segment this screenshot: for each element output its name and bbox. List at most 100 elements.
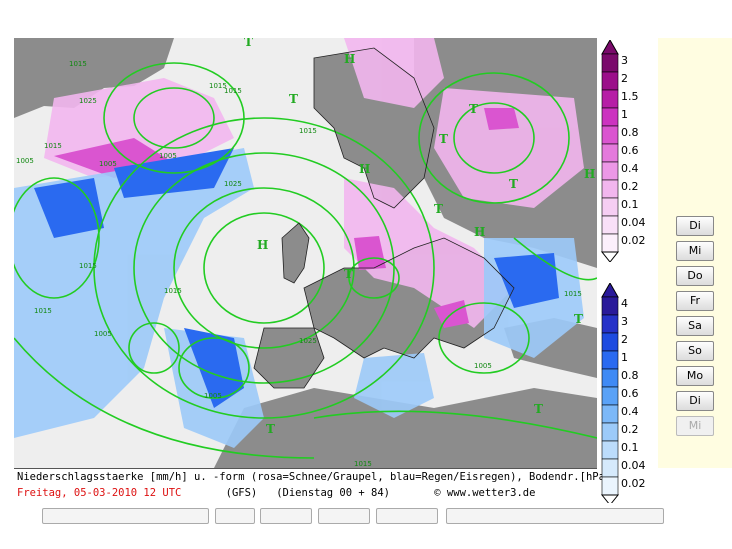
control-group[interactable] xyxy=(446,508,664,524)
rain-legend-label: 0.4 xyxy=(621,405,639,418)
control-button[interactable] xyxy=(318,508,370,524)
snow-legend-swatch xyxy=(601,215,619,235)
weather-map: H H H H H T T T T T T T T T T 1015 1015 … xyxy=(14,38,597,468)
snow-legend-swatch xyxy=(601,143,619,163)
svg-text:1005: 1005 xyxy=(159,152,177,160)
bottom-controls xyxy=(0,503,732,549)
svg-text:1005: 1005 xyxy=(94,330,112,338)
rain-legend-label: 4 xyxy=(621,297,628,310)
snow-legend-swatch xyxy=(601,233,619,253)
rain-legend-swatch xyxy=(601,422,619,442)
snow-legend-swatch xyxy=(601,107,619,127)
svg-text:1015: 1015 xyxy=(79,262,97,270)
low-center: T xyxy=(344,267,353,281)
rain-legend-label: 0.04 xyxy=(621,459,646,472)
day-button-fr[interactable]: Fr xyxy=(676,291,714,311)
rain-legend-top-arrow xyxy=(601,283,619,298)
control-button[interactable] xyxy=(215,508,255,524)
svg-text:1015: 1015 xyxy=(224,87,242,95)
svg-text:1015: 1015 xyxy=(299,127,317,135)
snow-legend-bottom-arrow xyxy=(600,251,620,262)
day-button-sa[interactable]: Sa xyxy=(676,316,714,336)
svg-text:1015: 1015 xyxy=(354,460,372,468)
rain-legend: 4 3 2 1 0.8 0.6 0.4 0.2 0.1 0.04 0.02 xyxy=(599,283,655,505)
low-center: T xyxy=(266,422,275,436)
snow-legend-label: 0.02 xyxy=(621,234,646,247)
snow-legend-label: 0.04 xyxy=(621,216,646,229)
rain-legend-swatch xyxy=(601,386,619,406)
day-button-so[interactable]: So xyxy=(676,341,714,361)
rain-legend-swatch xyxy=(601,458,619,478)
low-center: T xyxy=(434,202,443,216)
rain-legend-swatch xyxy=(601,368,619,388)
svg-text:1025: 1025 xyxy=(224,180,242,188)
svg-text:1025: 1025 xyxy=(299,337,317,345)
low-center: T xyxy=(289,92,298,106)
control-button[interactable] xyxy=(260,508,312,524)
high-center: H xyxy=(344,52,355,66)
svg-text:1025: 1025 xyxy=(79,97,97,105)
snow-legend-top-arrow xyxy=(601,40,619,55)
day-button-mo[interactable]: Mo xyxy=(676,366,714,386)
caption-description: Niederschlagsstaerke [mm/h] u. -form (ro… xyxy=(17,471,612,483)
svg-text:1015: 1015 xyxy=(69,60,87,68)
day-button-mi[interactable]: Mi xyxy=(676,241,714,261)
rain-legend-swatch xyxy=(601,440,619,460)
snow-legend-swatch xyxy=(601,53,619,73)
snow-legend-swatch xyxy=(601,197,619,217)
snow-legend-swatch xyxy=(601,161,619,181)
rain-legend-label: 0.2 xyxy=(621,423,639,436)
svg-text:1005: 1005 xyxy=(99,160,117,168)
snow-legend-swatch xyxy=(601,125,619,145)
rain-legend-bottom-arrow xyxy=(600,494,620,505)
rain-legend-swatch xyxy=(601,296,619,316)
snow-legend-label: 0.6 xyxy=(621,144,639,157)
svg-text:1005: 1005 xyxy=(16,157,34,165)
rain-legend-swatch xyxy=(601,314,619,334)
svg-text:1015: 1015 xyxy=(209,82,227,90)
low-center: T xyxy=(534,402,543,416)
snow-legend-label: 3 xyxy=(621,54,628,67)
svg-text:1015: 1015 xyxy=(564,290,582,298)
snow-legend-swatch xyxy=(601,179,619,199)
rain-legend-label: 0.6 xyxy=(621,387,639,400)
caption-meta: Freitag, 05-03-2010 12 UTC (GFS) (Dienst… xyxy=(17,487,535,499)
low-center: T xyxy=(244,38,253,49)
isobar-labels: 1015 1015 1015 1025 1005 1015 1005 1005 … xyxy=(16,60,582,468)
rain-legend-label: 0.02 xyxy=(621,477,646,490)
high-center: H xyxy=(359,162,370,176)
day-button-do[interactable]: Do xyxy=(676,266,714,286)
high-center: H xyxy=(584,167,595,181)
rain-legend-swatch xyxy=(601,476,619,496)
map-caption: Niederschlagsstaerke [mm/h] u. -form (ro… xyxy=(14,468,611,503)
rain-legend-swatch xyxy=(601,332,619,352)
snow-legend-label: 0.4 xyxy=(621,162,639,175)
snow-legend-swatch xyxy=(601,71,619,91)
copyright: © www.wetter3.de xyxy=(434,487,536,499)
snow-legend-label: 0.2 xyxy=(621,180,639,193)
snow-legend-label: 0.8 xyxy=(621,126,639,139)
forecast-date: Freitag, 05-03-2010 12 UTC xyxy=(17,487,182,499)
snow-legend-label: 1 xyxy=(621,108,628,121)
svg-text:1005: 1005 xyxy=(474,362,492,370)
snow-legend-swatch xyxy=(601,89,619,109)
isobars xyxy=(14,62,597,459)
select-control[interactable] xyxy=(42,508,209,524)
rain-legend-colorbar xyxy=(600,283,620,505)
low-center: T xyxy=(469,102,478,116)
rain-legend-label: 0.8 xyxy=(621,369,639,382)
day-button-di[interactable]: Di xyxy=(676,391,714,411)
high-center: H xyxy=(474,225,485,239)
day-navigation-panel: Di Mi Do Fr Sa So Mo Di Mi xyxy=(658,38,732,468)
snow-legend-colorbar xyxy=(600,40,620,262)
pressure-centers: H H H H H T T T T T T T T T T xyxy=(244,38,595,436)
snow-legend-label: 0.1 xyxy=(621,198,639,211)
svg-text:1015: 1015 xyxy=(34,307,52,315)
rain-legend-label: 0.1 xyxy=(621,441,639,454)
coastlines xyxy=(253,47,515,389)
low-center: T xyxy=(574,312,583,326)
snow-legend: 3 2 1.5 1 0.8 0.6 0.4 0.2 0.1 0.04 0.02 xyxy=(599,40,655,262)
control-button[interactable] xyxy=(376,508,438,524)
day-button-di[interactable]: Di xyxy=(676,216,714,236)
svg-text:1005: 1005 xyxy=(204,392,222,400)
